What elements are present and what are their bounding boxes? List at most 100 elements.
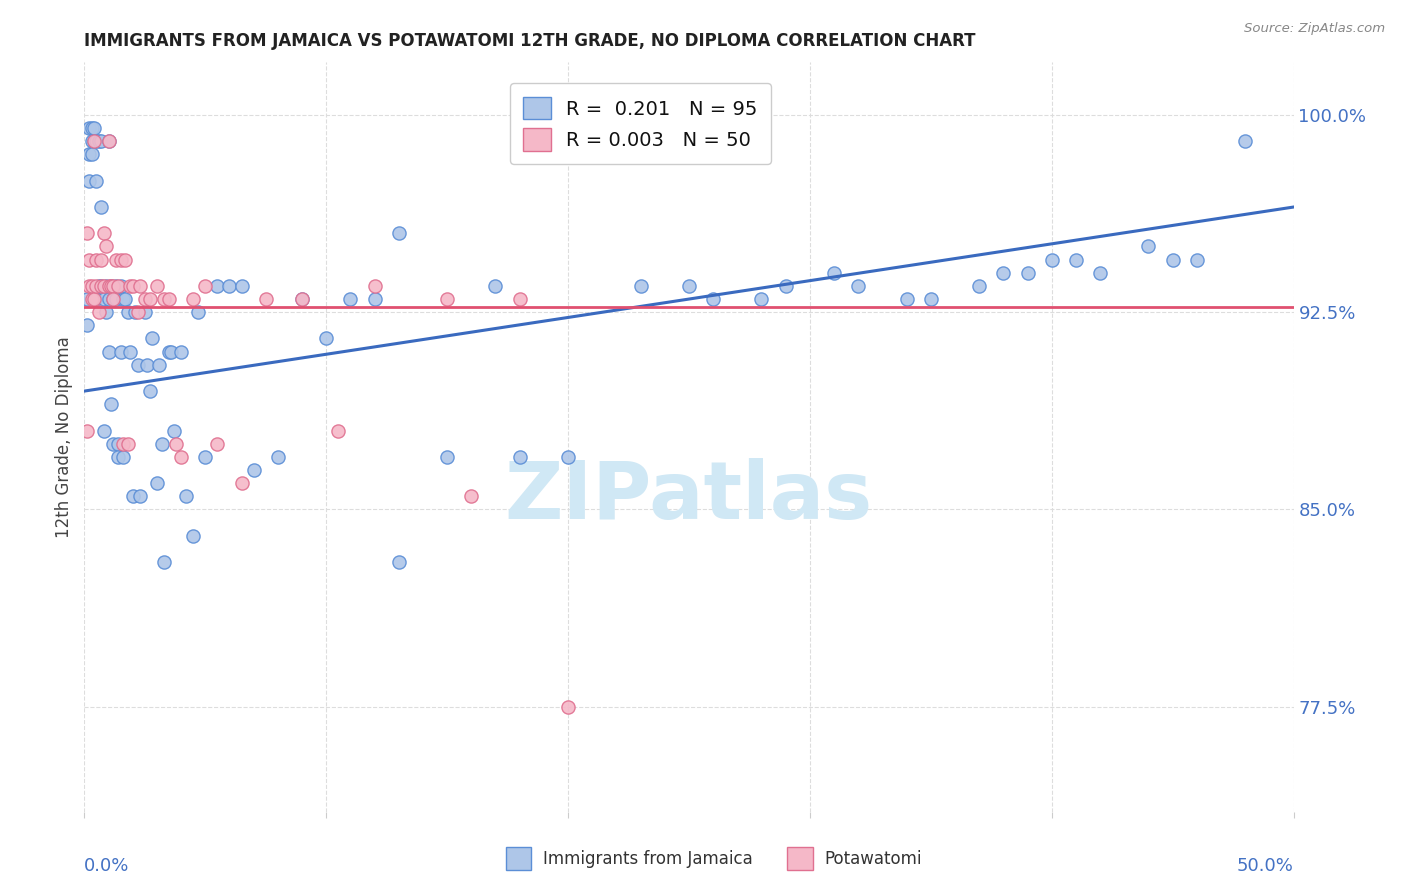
Point — [141, 331, 163, 345]
Point — [97, 134, 120, 148]
Point — [218, 279, 240, 293]
Point — [76, 227, 98, 241]
Point — [94, 279, 117, 293]
Point — [993, 266, 1015, 280]
Point — [76, 424, 98, 438]
Legend: R =  0.201   N = 95, R = 0.003   N = 50: R = 0.201 N = 95, R = 0.003 N = 50 — [510, 83, 772, 164]
Point — [1017, 266, 1039, 280]
Point — [751, 292, 773, 306]
Point — [117, 305, 139, 319]
Point — [174, 489, 197, 503]
Point — [170, 344, 193, 359]
Point — [80, 121, 103, 136]
Point — [630, 279, 652, 293]
Point — [83, 121, 105, 136]
Point — [90, 252, 112, 267]
Point — [436, 450, 458, 464]
Point — [127, 358, 149, 372]
Point — [93, 292, 115, 306]
Point — [76, 292, 98, 306]
Point — [90, 279, 112, 293]
Point — [127, 305, 149, 319]
Point — [291, 292, 314, 306]
Point — [207, 279, 229, 293]
Point — [153, 292, 176, 306]
Point — [150, 436, 173, 450]
Point — [120, 279, 142, 293]
Point — [80, 147, 103, 161]
Point — [1161, 252, 1184, 267]
Point — [157, 292, 180, 306]
Point — [90, 134, 112, 148]
Point — [138, 292, 160, 306]
Point — [134, 292, 156, 306]
Point — [1234, 134, 1257, 148]
Point — [181, 529, 204, 543]
Point — [83, 292, 105, 306]
Point — [77, 121, 100, 136]
Point — [86, 134, 108, 148]
Text: 50.0%: 50.0% — [1237, 856, 1294, 875]
Point — [100, 397, 122, 411]
Point — [920, 292, 942, 306]
Point — [103, 279, 125, 293]
Point — [94, 305, 117, 319]
Point — [87, 134, 110, 148]
Point — [823, 266, 845, 280]
Point — [187, 305, 209, 319]
Point — [509, 450, 531, 464]
Point — [163, 424, 186, 438]
Point — [388, 555, 411, 569]
Y-axis label: 12th Grade, No Diploma: 12th Grade, No Diploma — [55, 336, 73, 538]
Point — [484, 279, 506, 293]
Point — [509, 292, 531, 306]
Point — [93, 279, 115, 293]
Point — [97, 344, 120, 359]
Point — [129, 489, 152, 503]
Point — [207, 436, 229, 450]
Point — [291, 292, 314, 306]
Point — [254, 292, 277, 306]
Point — [315, 331, 337, 345]
Point — [100, 279, 122, 293]
Point — [181, 292, 204, 306]
Point — [363, 292, 385, 306]
Point — [86, 292, 108, 306]
Point — [557, 450, 579, 464]
Point — [231, 279, 253, 293]
Point — [107, 436, 129, 450]
Point — [114, 252, 136, 267]
Point — [103, 292, 125, 306]
Point — [112, 436, 135, 450]
Point — [121, 489, 143, 503]
Point — [86, 279, 108, 293]
Point — [194, 279, 217, 293]
Point — [110, 279, 132, 293]
Point — [90, 200, 112, 214]
Point — [121, 279, 143, 293]
Point — [104, 252, 127, 267]
Point — [77, 174, 100, 188]
Point — [107, 279, 129, 293]
Point — [339, 292, 361, 306]
Point — [112, 450, 135, 464]
Point — [846, 279, 869, 293]
Point — [1088, 266, 1111, 280]
Point — [134, 305, 156, 319]
Point — [194, 450, 217, 464]
Point — [77, 279, 100, 293]
Point — [77, 147, 100, 161]
Point — [93, 424, 115, 438]
Point — [460, 489, 482, 503]
Point — [1137, 239, 1160, 253]
Point — [157, 344, 180, 359]
Point — [80, 279, 103, 293]
Point — [124, 305, 146, 319]
Point — [112, 292, 135, 306]
Point — [94, 239, 117, 253]
Text: Potawatomi: Potawatomi — [824, 849, 921, 868]
Point — [1040, 252, 1063, 267]
Point — [146, 476, 169, 491]
Point — [678, 279, 700, 293]
Point — [117, 436, 139, 450]
